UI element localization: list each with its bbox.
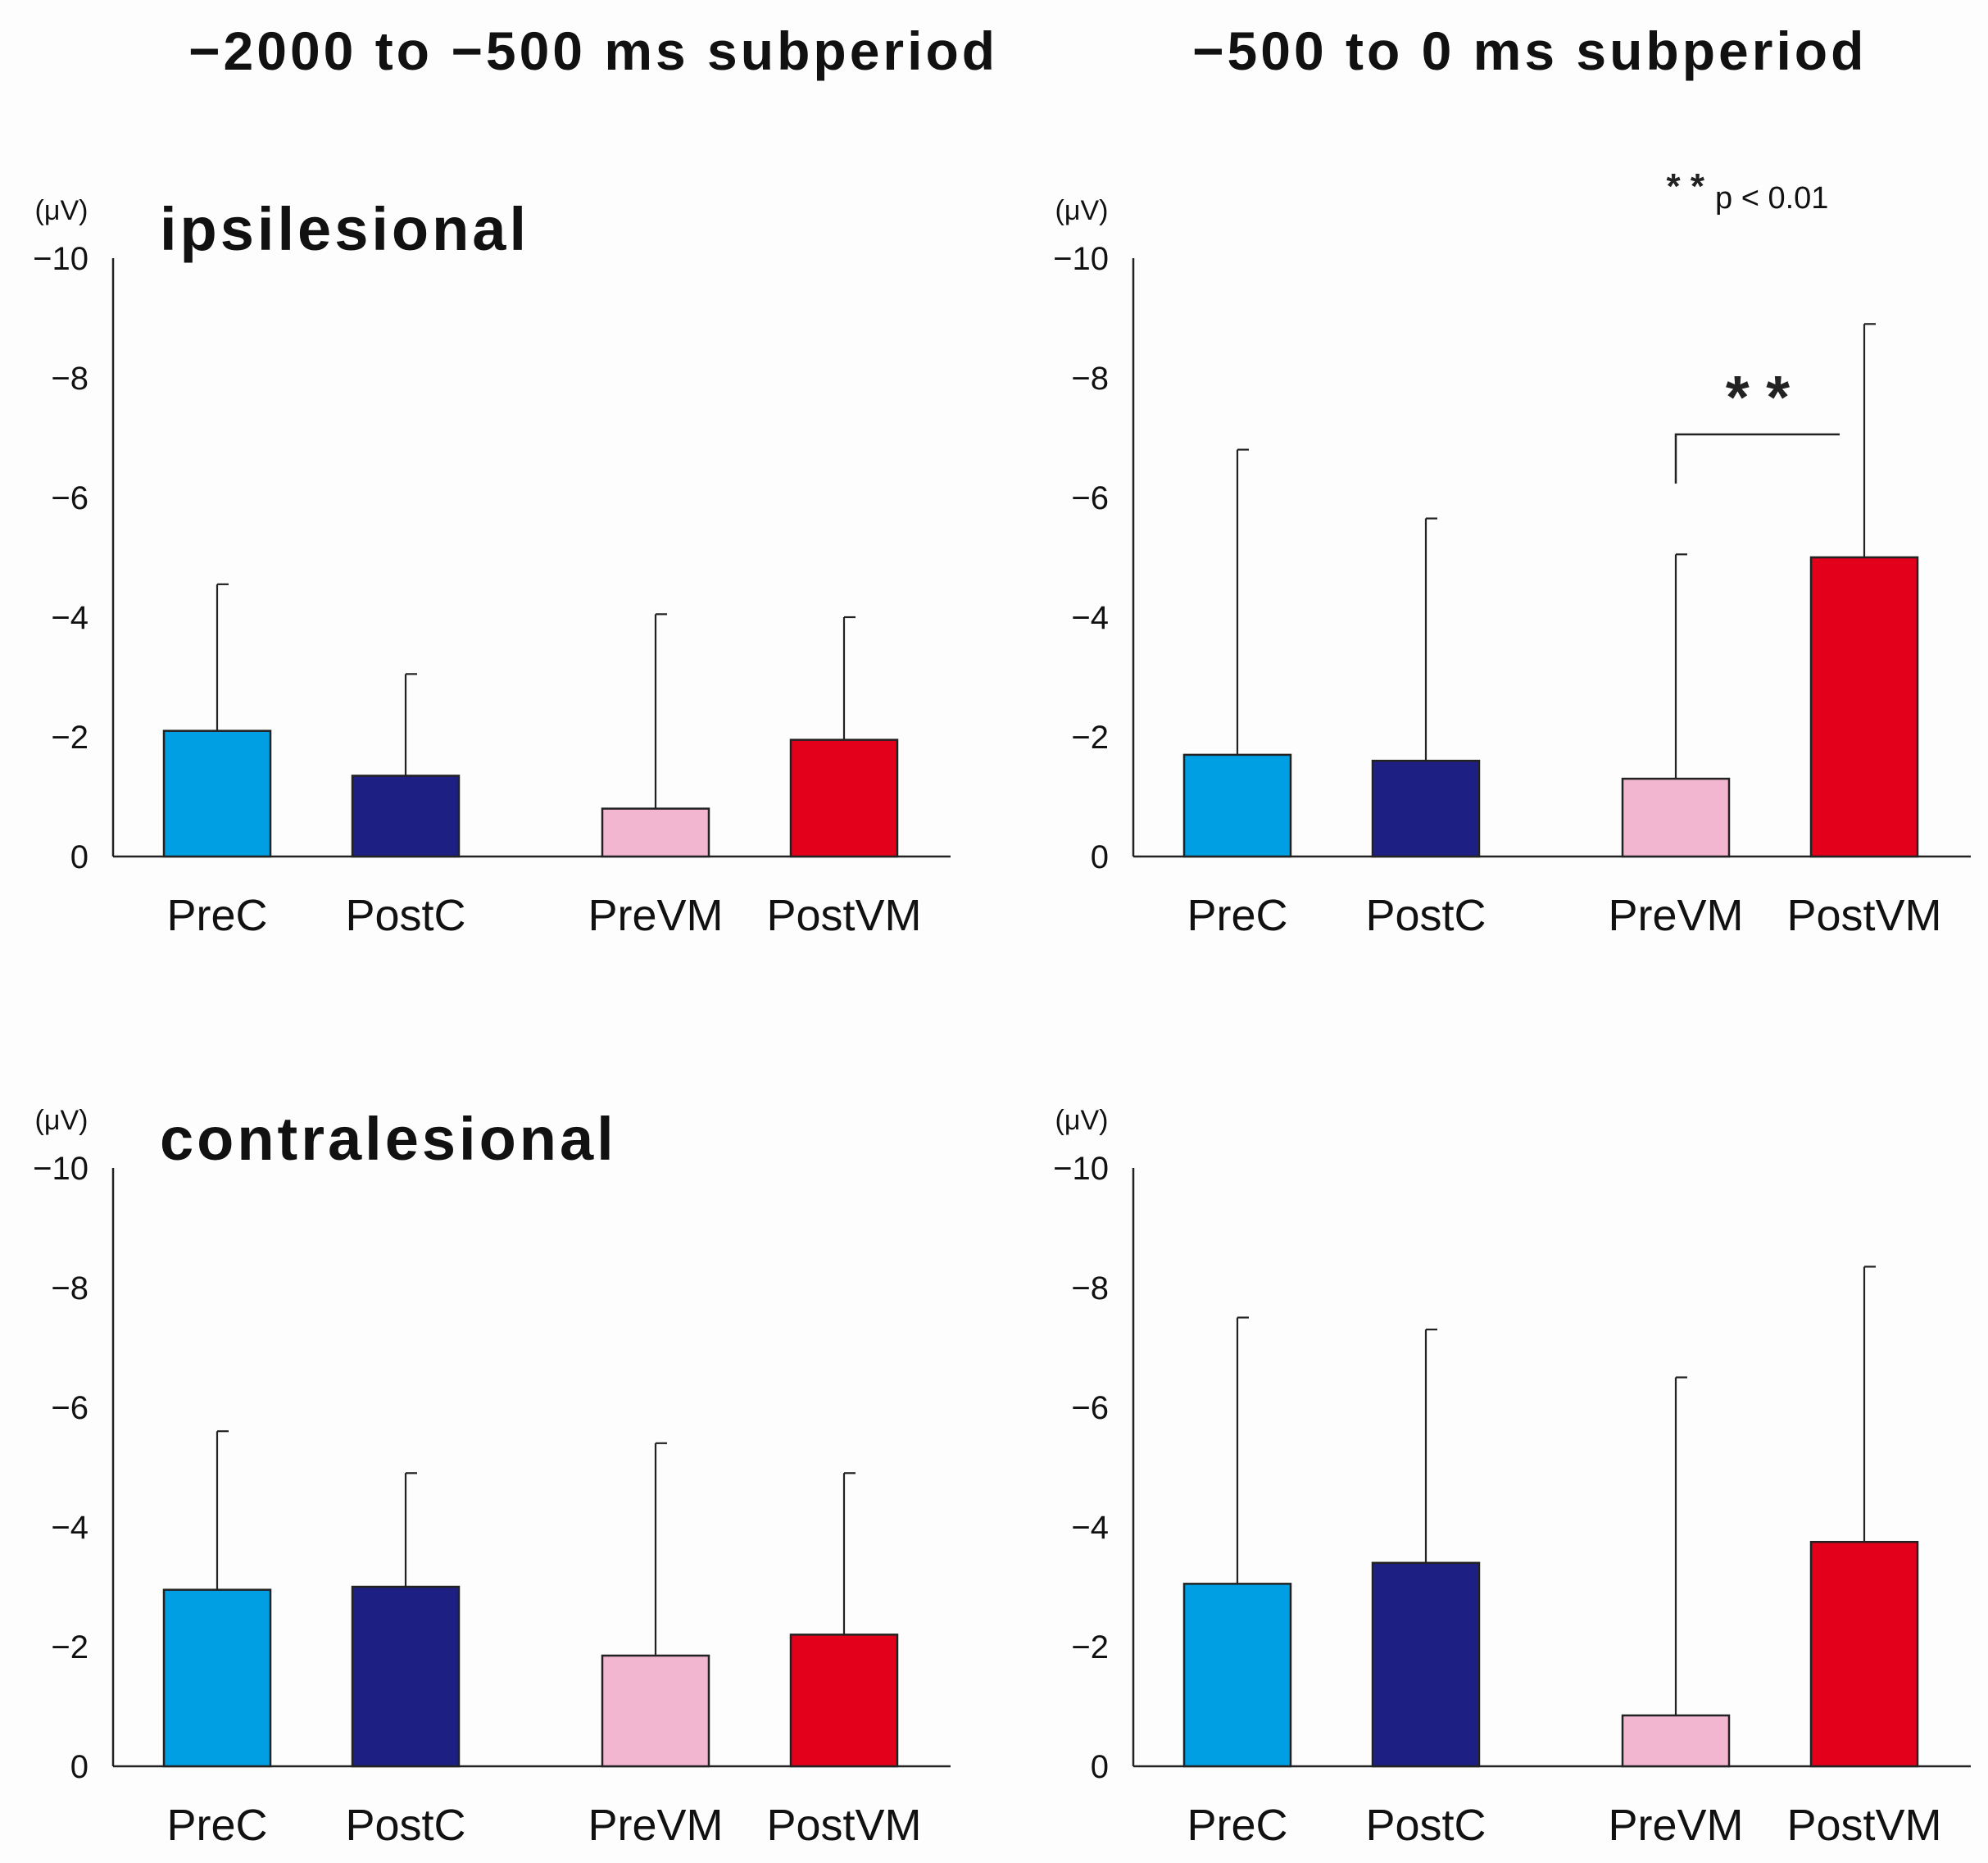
y-tick-label: −8: [1071, 1270, 1109, 1306]
bar-prevm: [601, 807, 710, 858]
bar-postvm: [789, 1634, 899, 1768]
y-tick-label: −2: [51, 1629, 89, 1665]
chart-ipsilesional-late: (μV) 0 −2 −4 −6 −8 −10 PreC PostC PreVM PostVM * * *…: [1020, 164, 1987, 951]
y-tick-label: 0: [1091, 839, 1109, 875]
bar-postvm: [1809, 556, 1919, 858]
category-label: PreC: [166, 891, 267, 940]
y-tick-label: −2: [1071, 1629, 1109, 1665]
bar-prec: [1182, 1583, 1292, 1768]
bar-postc: [351, 775, 461, 858]
chart-svg: (μV) 0 −2 −4 −6 −8 −10 PreC PostC PreVM PostVM: [1053, 1105, 1971, 1850]
y-unit-label: (μV): [35, 195, 89, 226]
y-tick-label: −6: [51, 1390, 89, 1426]
chart-svg: (μV) 0 −2 −4 −6 −8 −10 PreC PostC PreVM PostVM * * *…: [1053, 166, 1971, 940]
bar-postc: [351, 1585, 461, 1768]
y-tick-label: −8: [51, 361, 89, 397]
chart-svg: (μV) ipsilesional 0 −2 −4 −6 −8 −10 PreC PostC Pre…: [33, 195, 951, 940]
category-label: PreC: [1187, 1801, 1287, 1850]
y-tick-label: −6: [1071, 1390, 1109, 1426]
bar-postvm: [1809, 1541, 1919, 1768]
chart-contralesional-late: (μV) 0 −2 −4 −6 −8 −10 PreC PostC PreVM PostVM: [1020, 1074, 1987, 1861]
category-label: PostC: [345, 891, 465, 940]
y-tick-label: 0: [70, 839, 89, 875]
chart-svg: (μV) contralesional 0 −2 −4 −6 −8 −10 PreC PostC P…: [33, 1105, 951, 1850]
y-tick-label: −4: [51, 600, 89, 636]
bar-prec: [162, 729, 272, 858]
y-tick-label: 0: [1091, 1749, 1109, 1785]
category-label: PostVM: [1786, 891, 1941, 940]
bar-postvm: [789, 738, 899, 858]
y-tick-label: −2: [51, 720, 89, 756]
y-tick-label: −6: [1071, 480, 1109, 516]
category-label: PreVM: [1608, 891, 1743, 940]
category-label: PreVM: [588, 1801, 723, 1850]
y-tick-label: −6: [51, 480, 89, 516]
bar-prevm: [601, 1654, 710, 1768]
category-label: PreVM: [588, 891, 723, 940]
category-label: PreC: [166, 1801, 267, 1850]
y-tick-label: −8: [1071, 361, 1109, 397]
category-label: PostC: [345, 1801, 465, 1850]
y-tick-label: −10: [1053, 1151, 1109, 1187]
significance-note-text: p < 0.01: [1715, 181, 1828, 216]
bar-postc: [1371, 759, 1481, 858]
bar-postc: [1371, 1561, 1481, 1768]
y-tick-label: −4: [1071, 1510, 1109, 1546]
y-tick-label: −10: [33, 241, 89, 277]
significance-bracket: [1674, 433, 1840, 484]
chart-contralesional-early: (μV) contralesional 0 −2 −4 −6 −8 −10 PreC PostC P…: [0, 1074, 967, 1861]
y-tick-label: −8: [51, 1270, 89, 1306]
y-tick-label: −4: [1071, 600, 1109, 636]
category-label: PostVM: [766, 1801, 921, 1850]
y-tick-label: −10: [1053, 241, 1109, 277]
category-label: PostC: [1365, 1801, 1486, 1850]
y-unit-label: (μV): [1055, 195, 1109, 226]
bar-prevm: [1621, 1714, 1731, 1768]
category-label: PreC: [1187, 891, 1287, 940]
group-label: contralesional: [160, 1105, 617, 1173]
category-label: PostC: [1365, 891, 1486, 940]
y-unit-label: (μV): [1055, 1105, 1109, 1136]
y-tick-label: −2: [1071, 720, 1109, 756]
bar-prec: [1182, 753, 1292, 858]
bar-prevm: [1621, 777, 1731, 858]
significance-stars: * *: [1726, 363, 1790, 431]
bar-prec: [162, 1588, 272, 1768]
y-unit-label: (μV): [35, 1105, 89, 1136]
column-title-left: −2000 to −500 ms subperiod: [188, 20, 999, 81]
y-tick-label: −4: [51, 1510, 89, 1546]
y-tick-label: −10: [33, 1151, 89, 1187]
significance-note-stars: * *: [1667, 166, 1705, 207]
y-tick-label: 0: [70, 1749, 89, 1785]
category-label: PostVM: [1786, 1801, 1941, 1850]
group-label: ipsilesional: [160, 195, 529, 263]
category-label: PreVM: [1608, 1801, 1743, 1850]
column-title-right: −500 to 0 ms subperiod: [1192, 20, 1868, 81]
category-label: PostVM: [766, 891, 921, 940]
chart-ipsilesional-early: (μV) ipsilesional 0 −2 −4 −6 −8 −10 PreC PostC Pre…: [0, 164, 967, 951]
